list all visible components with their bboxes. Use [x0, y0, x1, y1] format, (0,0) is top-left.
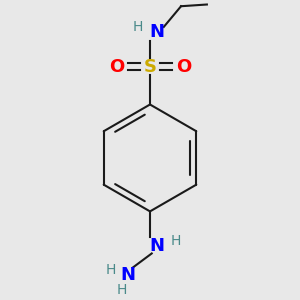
Text: H: H	[116, 283, 127, 297]
Text: H: H	[133, 20, 143, 34]
Text: N: N	[120, 266, 135, 284]
Text: O: O	[176, 58, 191, 76]
Text: H: H	[106, 263, 116, 277]
Text: H: H	[171, 234, 181, 248]
Text: N: N	[149, 237, 164, 255]
Text: S: S	[143, 58, 157, 76]
Text: O: O	[109, 58, 124, 76]
Text: N: N	[149, 23, 164, 41]
